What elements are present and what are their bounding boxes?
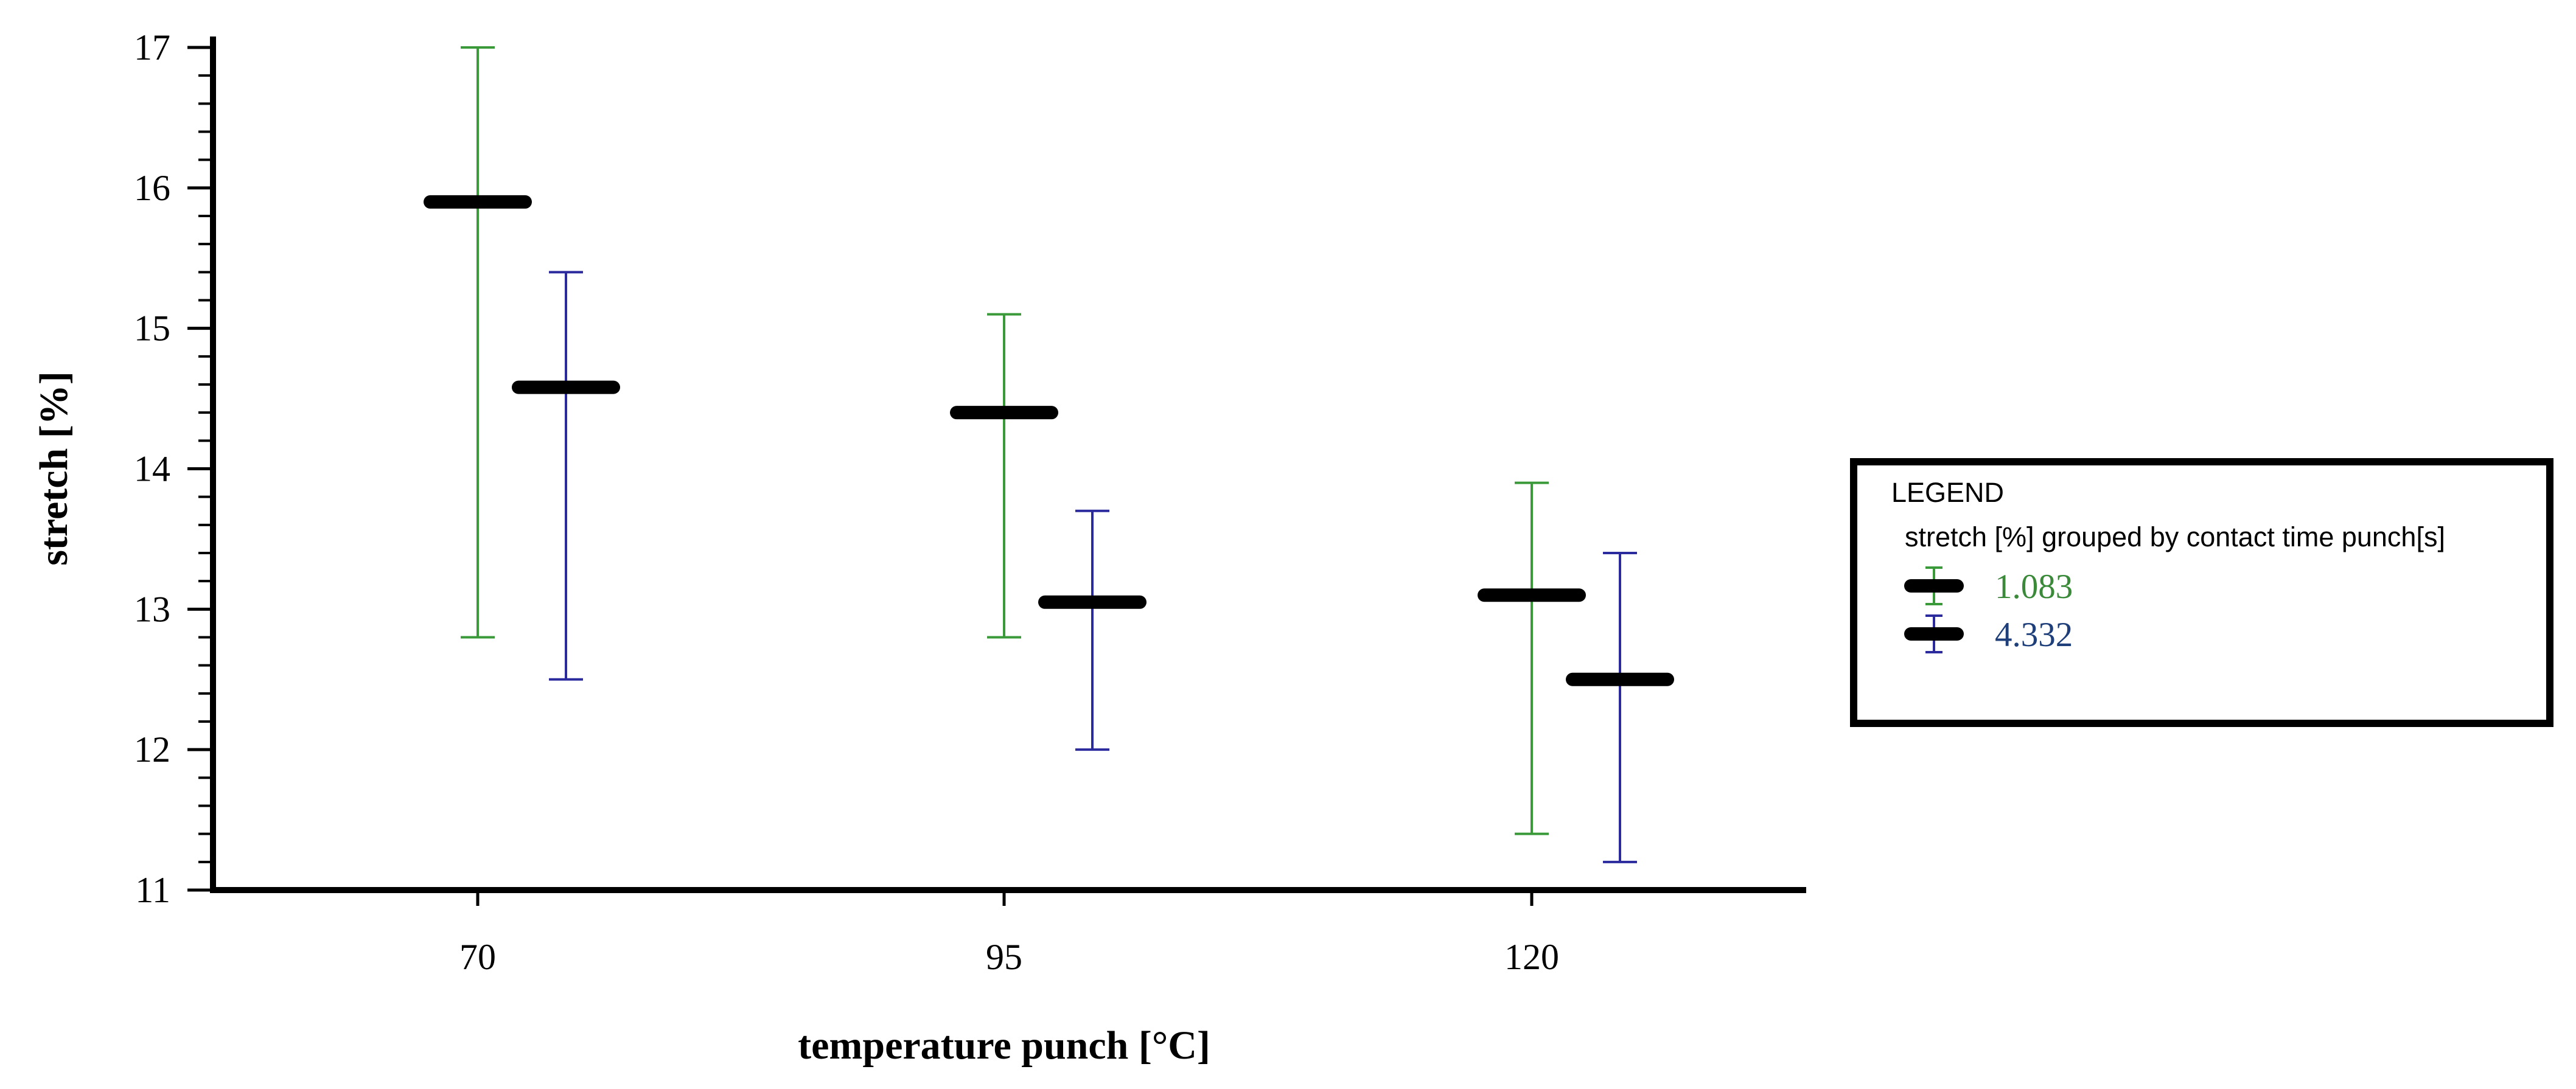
legend-box: [1850, 458, 2553, 727]
x-axis-title: temperature punch [°C]: [798, 1023, 1210, 1068]
x-tick-label: 95: [986, 937, 1022, 977]
x-tick-label: 70: [459, 937, 496, 977]
legend: LEGEND stretch [%] grouped by contact tim…: [1850, 458, 2553, 727]
legend-series-label: 4.332: [1995, 616, 2073, 654]
y-tick-label: 17: [134, 27, 170, 68]
plot-area: 11 12 13 14 15 16 17 70 95 120 temperature punch […: [32, 27, 1806, 1068]
y-tick-label: 12: [134, 729, 170, 770]
y-axis-title: stretch [%]: [32, 371, 76, 566]
legend-subtitle: stretch [%] grouped by contact time punc…: [1905, 521, 2445, 552]
y-tick-label: 15: [134, 308, 170, 349]
y-tick-label: 11: [135, 870, 170, 910]
legend-series-label: 1.083: [1995, 568, 2073, 606]
y-tick-label: 16: [134, 168, 170, 208]
legend-title: LEGEND: [1891, 477, 2004, 508]
y-tick-label: 13: [134, 589, 170, 629]
x-tick-label: 120: [1504, 937, 1559, 977]
y-tick-label: 14: [134, 449, 170, 489]
